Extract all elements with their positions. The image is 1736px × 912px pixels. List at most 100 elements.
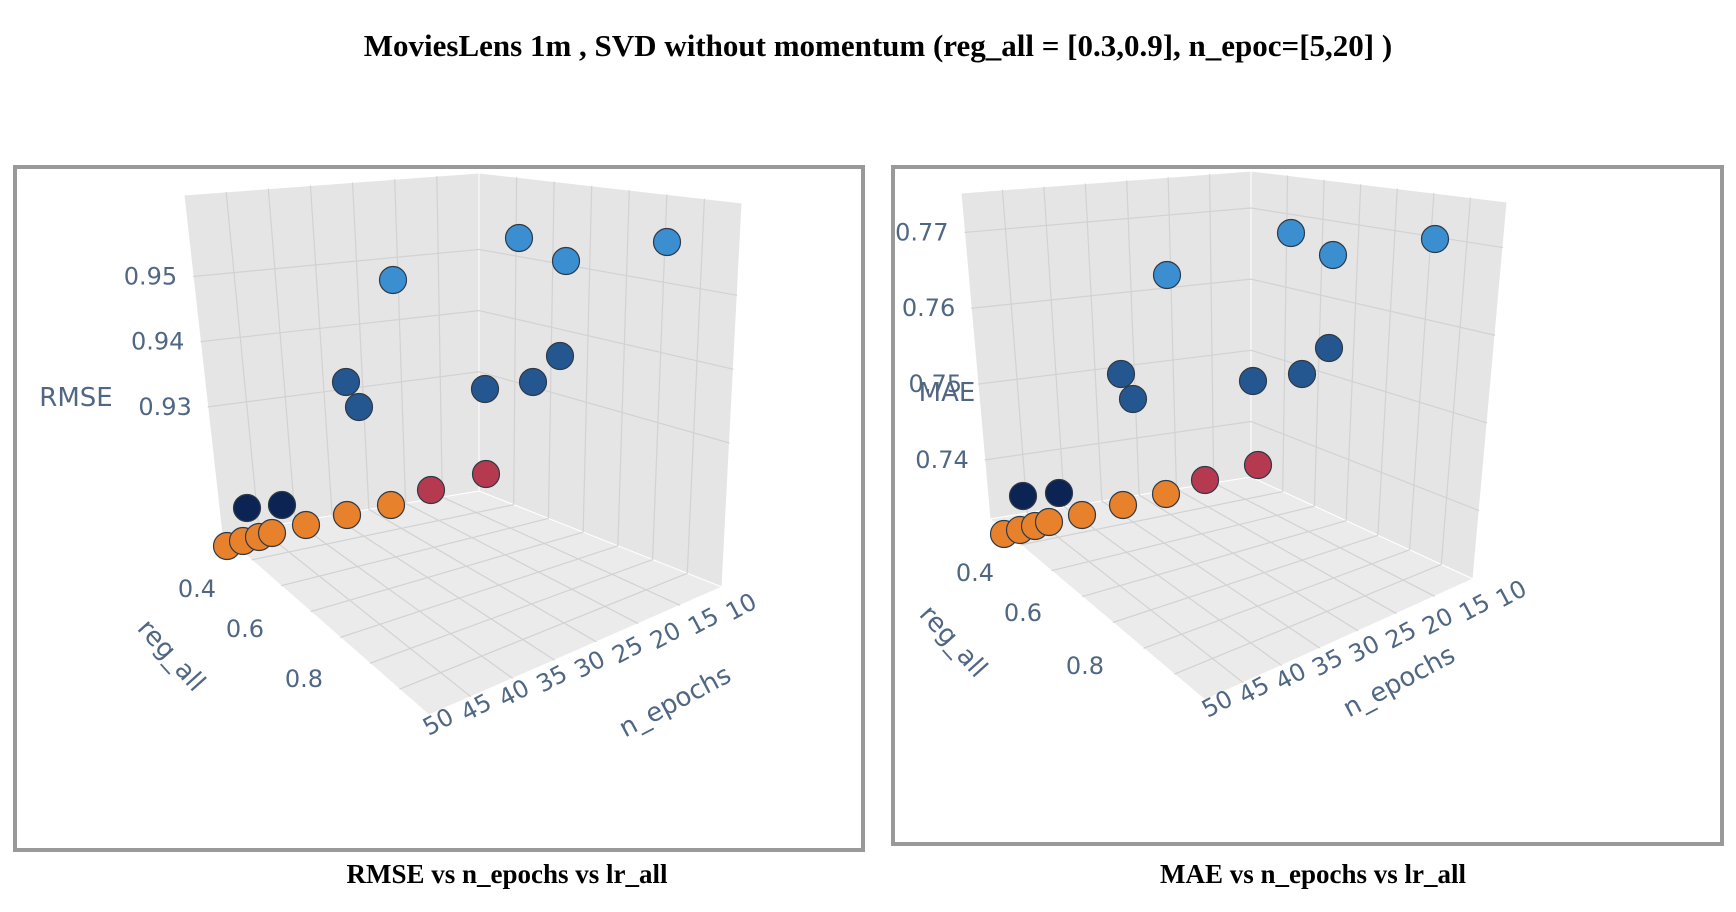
floor-gridline: [1174, 563, 1442, 675]
wall-gridline: [1001, 189, 1028, 514]
n-epochs-tick-label: 25: [608, 631, 648, 670]
rmse-3d-scatter: 0.93 0.94 0.95 RMSE 0.4 0.6 0.8 reg_all 10152025…: [39, 172, 761, 744]
data-point-mid_blue: [344, 392, 374, 422]
wall-gridline: [1126, 180, 1140, 496]
data-point-light_blue: [1420, 224, 1450, 254]
floor-gridline: [1138, 494, 1359, 632]
floor-gridline: [1081, 520, 1347, 598]
n-epochs-tick-label: 20: [1418, 602, 1458, 641]
z-gridline: [971, 278, 1496, 336]
data-point-light_blue: [1276, 218, 1306, 248]
data-point-light_blue: [551, 246, 581, 276]
z-tick-label: 0.94: [131, 328, 184, 356]
data-point-orange: [291, 510, 321, 540]
data-point-orange: [1108, 490, 1138, 520]
wall-gridline: [351, 182, 370, 510]
z-tick-label: 0.93: [138, 393, 191, 421]
reg-all-axis-title: reg_all: [131, 614, 211, 698]
wall-gridline: [1084, 183, 1103, 502]
floor-gridline: [1112, 534, 1379, 623]
data-point-mid_blue: [1287, 359, 1317, 389]
floor-gridline: [442, 496, 681, 606]
wall-gridline: [225, 191, 260, 528]
data-point-mid_blue: [518, 367, 548, 397]
n-epochs-tick-label: 15: [1454, 588, 1494, 627]
data-point-orange: [1151, 479, 1181, 509]
n-epochs-tick-label: 25: [1381, 616, 1421, 655]
wall-gridline: [1377, 188, 1398, 536]
data-point-navy: [232, 493, 262, 523]
data-point-red: [1190, 465, 1220, 495]
z-tick-label: 0.75: [909, 370, 962, 398]
z-axis-title: MAE: [919, 378, 976, 408]
reg-all-tick-label: 0.4: [178, 575, 216, 603]
floor-gridline: [295, 521, 514, 679]
z-tick-label: 0.77: [895, 218, 948, 246]
wall-gridline: [309, 185, 333, 516]
mae-chart-caption: MAE vs n_epochs vs lr_all: [1159, 859, 1467, 889]
n-epochs-tick-label: 20: [645, 616, 685, 655]
floor-gridline: [310, 531, 584, 613]
reg-all-tick-label: 0.8: [1066, 652, 1104, 680]
data-point-navy: [1044, 478, 1074, 508]
wall-gridline: [1043, 186, 1066, 508]
n-epochs-tick-label: 15: [683, 602, 723, 641]
floor-gridline: [251, 504, 514, 561]
data-point-red: [416, 475, 446, 505]
wall-gridline: [267, 188, 297, 522]
data-point-mid_blue: [1314, 333, 1344, 363]
data-point-mid_blue: [1118, 384, 1148, 414]
z-tick-label: 0.95: [124, 262, 177, 290]
data-point-light_blue: [378, 265, 408, 295]
rmse-chart-caption: RMSE vs n_epochs vs lr_all: [346, 859, 668, 889]
wall-gridline: [686, 198, 706, 574]
z-gridline: [193, 248, 738, 296]
data-point-mid_blue: [545, 341, 575, 371]
wall-gridline: [1167, 177, 1178, 490]
floor-gridline: [1143, 549, 1410, 649]
data-point-mid_blue: [1238, 366, 1268, 396]
wall-gridline: [436, 176, 443, 498]
floor-gridline: [1020, 490, 1283, 546]
n-epochs-tick-label: 30: [1344, 629, 1384, 668]
wall-gridline: [582, 185, 593, 533]
wall-gridline: [1345, 184, 1362, 521]
data-point-orange: [376, 490, 406, 520]
floor-gridline: [1051, 505, 1315, 572]
mae-chart-panel: 0.74 0.75 0.76 0.77 MAE 0.4 0.6 0.8 reg_all 10 15 2…: [891, 165, 1724, 846]
floor-gridline: [369, 559, 653, 664]
wall-gridline: [617, 190, 630, 546]
floor-gridline: [1213, 482, 1435, 597]
floor-gridline: [280, 517, 549, 587]
data-point-mid_blue: [331, 367, 361, 397]
data-point-navy: [1008, 481, 1038, 511]
data-point-red: [1243, 450, 1273, 480]
reg-all-tick-label: 0.4: [956, 559, 994, 587]
z-gridline: [964, 207, 1503, 249]
mae-3d-scatter: 0.740.750.760.77MAE0.40.60.8reg_all10152…: [895, 170, 1531, 724]
z-gridline: [984, 420, 1480, 512]
data-point-red: [471, 459, 501, 489]
wall-gridline: [1208, 174, 1215, 484]
data-point-light_blue: [652, 227, 682, 257]
data-point-orange: [1034, 507, 1064, 537]
n-epochs-tick-label: 10: [721, 587, 761, 626]
data-point-light_blue: [1318, 240, 1348, 270]
floor-gridline: [1101, 500, 1321, 649]
floor-gridline: [1026, 512, 1244, 684]
n-epochs-tick-label: 10: [1491, 574, 1531, 613]
data-point-light_blue: [504, 223, 534, 253]
reg-all-tick-label: 0.6: [226, 615, 264, 643]
data-point-light_blue: [1152, 260, 1182, 290]
floor-gridline: [399, 572, 688, 690]
reg-all-tick-label: 0.6: [1004, 599, 1042, 627]
floor-gridline: [258, 527, 472, 698]
floor-gridline: [405, 502, 639, 625]
reg-all-tick-label: 0.8: [285, 665, 323, 693]
z-gridline: [200, 309, 734, 370]
z-gridline: [207, 371, 730, 444]
z-tick-label: 0.76: [902, 294, 955, 322]
z-gridline: [977, 349, 1488, 424]
wall-gridline: [1408, 193, 1435, 550]
z-tick-label: 0.74: [915, 446, 968, 474]
